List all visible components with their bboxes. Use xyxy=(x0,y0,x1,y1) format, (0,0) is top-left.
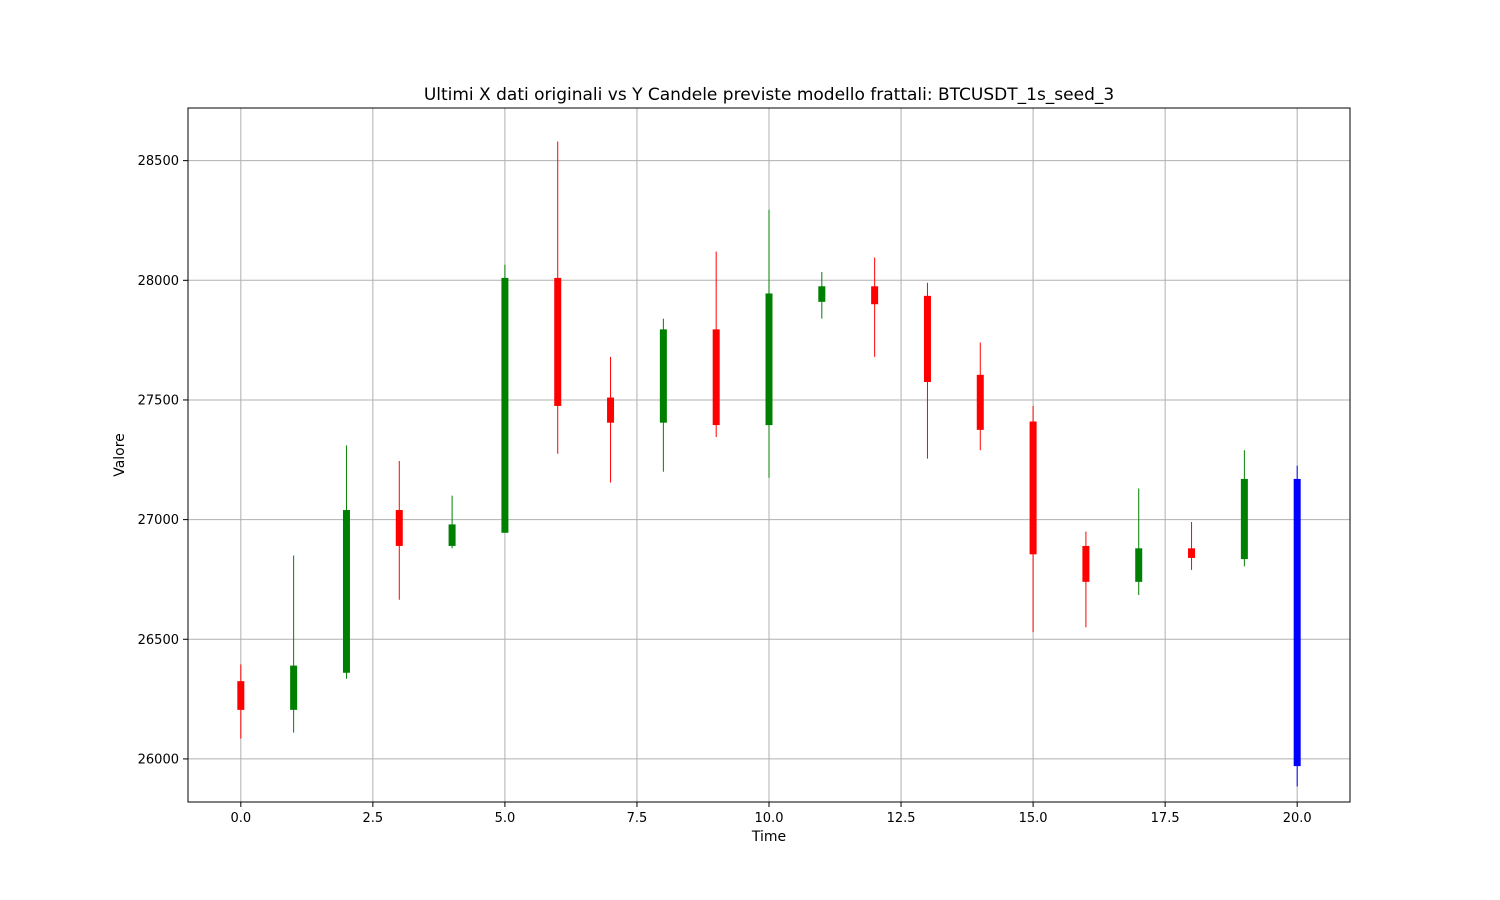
x-tick-label: 15.0 xyxy=(1019,811,1048,826)
x-tick-label: 20.0 xyxy=(1283,811,1312,826)
x-tick-label: 17.5 xyxy=(1151,811,1180,826)
y-tick-label: 27000 xyxy=(138,513,179,528)
x-axis-title: Time xyxy=(751,829,786,845)
y-axis-ticks: 26000 26500 27000 27500 28000 28500 xyxy=(138,154,188,767)
y-tick-label: 26500 xyxy=(138,633,179,648)
y-tick-label: 26000 xyxy=(138,752,179,767)
chart-title: Ultimi X dati originali vs Y Candele pre… xyxy=(424,85,1114,105)
x-tick-label: 7.5 xyxy=(627,811,648,826)
candle-body xyxy=(712,329,720,426)
x-tick-label: 10.0 xyxy=(755,811,784,826)
candle-body xyxy=(1240,478,1248,560)
candle-body xyxy=(395,510,403,546)
candle-body xyxy=(448,524,456,546)
candle-body xyxy=(237,681,245,710)
candle-body xyxy=(1293,478,1301,767)
candle-body xyxy=(923,295,931,383)
candle-body xyxy=(1029,421,1037,555)
y-tick-label: 28000 xyxy=(138,274,179,289)
candle-body xyxy=(501,277,509,533)
candle-body xyxy=(818,286,826,302)
x-tick-label: 12.5 xyxy=(887,811,916,826)
candle-body xyxy=(607,397,615,423)
candle-body xyxy=(765,293,773,426)
candle-body xyxy=(1135,548,1143,582)
y-tick-label: 28500 xyxy=(138,154,179,169)
candle-body xyxy=(659,329,667,423)
y-tick-label: 27500 xyxy=(138,393,179,408)
y-axis-title: Valore xyxy=(112,433,128,477)
x-tick-label: 5.0 xyxy=(495,811,516,826)
x-tick-label: 2.5 xyxy=(363,811,384,826)
candle-body xyxy=(554,277,562,406)
candle-body xyxy=(871,286,879,305)
candle-body xyxy=(976,374,984,430)
candles xyxy=(237,141,1301,787)
candle-body xyxy=(1082,545,1090,582)
candle-body xyxy=(342,510,350,673)
candle-body xyxy=(1188,548,1196,558)
candle-body xyxy=(290,665,298,710)
x-axis-ticks: 0.0 2.5 5.0 7.5 10.0 12.5 15.0 17.5 20.0 xyxy=(230,802,1312,826)
x-tick-label: 0.0 xyxy=(230,811,251,826)
